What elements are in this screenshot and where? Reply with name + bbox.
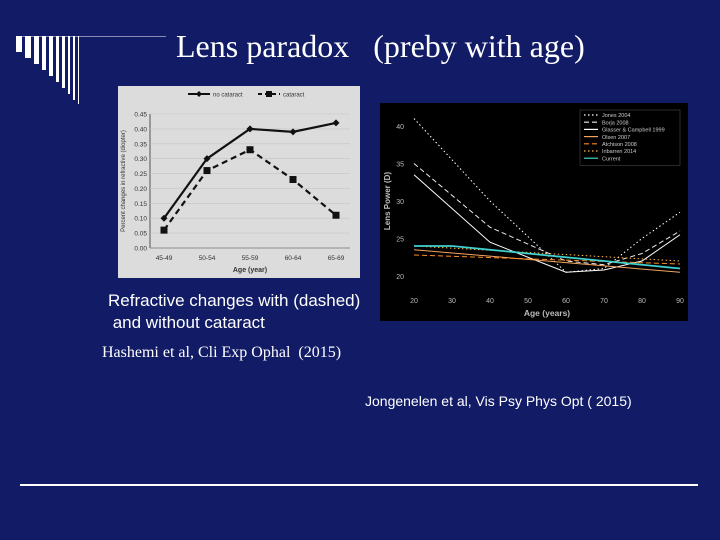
data-point: [289, 128, 297, 136]
legend-label: Iribarren 2014: [602, 149, 636, 155]
legend-label: Glasser & Campbell 1999: [602, 128, 665, 134]
x-tick-label: 60-64: [285, 255, 302, 262]
y-tick-label: 0.25: [134, 171, 147, 178]
x-tick-label: 70: [600, 298, 608, 305]
y-tick-label: 0.00: [134, 246, 147, 253]
y-axis-label: Percent changes in refractive (diopter): [121, 130, 127, 232]
x-tick-label: 80: [638, 298, 646, 305]
data-point: [246, 125, 254, 133]
caption-line-1: Refractive changes with (dashed): [108, 291, 361, 310]
x-tick-label: 60: [562, 298, 570, 305]
data-point: [289, 176, 297, 184]
series-line: [413, 118, 681, 273]
data-point: [332, 211, 340, 219]
legend-label: no cataract: [213, 93, 243, 99]
series-line: [413, 249, 681, 273]
y-tick-label: 20: [396, 274, 404, 281]
legend-label: cataract: [283, 93, 305, 99]
refractive-change-chart: 0.00 0.05 0.10 0.15 0.20 0.25 0.30 0.35 0.40 0.45…: [118, 86, 360, 278]
series-line: [414, 245, 681, 270]
y-tick-label: 0.30: [134, 156, 147, 163]
y-tick-label: 0.05: [134, 231, 147, 238]
data-point: [246, 146, 254, 154]
lens-power-chart: 20 25 30 35 40 20 30 40 50 60 70 80 90 Age (years) Len…: [380, 103, 688, 321]
series-line: [413, 245, 681, 262]
legend-label: Borja 2008: [602, 120, 629, 126]
y-tick-label: 0.35: [134, 141, 147, 148]
y-tick-label: 0.15: [134, 201, 147, 208]
legend-marker: [266, 91, 272, 97]
series-line: [163, 121, 337, 219]
x-axis-label: Age (years): [524, 308, 570, 318]
x-tick-label: 90: [676, 298, 684, 305]
legend-label: Jones 2004: [602, 113, 630, 119]
data-point: [203, 167, 211, 175]
chart-caption: Refractive changes with (dashed) and wit…: [108, 290, 360, 334]
caption-line-2: and without cataract: [108, 313, 265, 332]
x-axis-label: Age (year): [233, 267, 267, 274]
x-tick-label: 30: [448, 298, 456, 305]
y-tick-label: 30: [396, 199, 404, 206]
legend-label: Atchison 2008: [602, 142, 637, 148]
legend-box: [579, 109, 681, 166]
y-tick-label: 0.10: [134, 216, 147, 223]
citation-jongenelen: Jongenelen et al, Vis Psy Phys Opt ( 201…: [365, 393, 632, 409]
legend-label: Olsen 2007: [602, 135, 630, 141]
x-tick-label: 55-59: [242, 255, 259, 262]
y-tick-label: 35: [396, 162, 404, 169]
series-line: [413, 163, 681, 266]
series-line: [413, 174, 681, 273]
slide-title: Lens paradox (preby with age): [176, 28, 585, 64]
y-tick-label: 0.40: [134, 126, 147, 133]
y-axis-label: Lens Power (D): [383, 172, 392, 231]
data-point: [160, 226, 168, 234]
y-tick-label: 40: [396, 124, 404, 131]
data-point: [203, 155, 211, 163]
decorative-bars-icon: [16, 36, 166, 104]
y-tick-label: 0.45: [134, 112, 147, 119]
data-point: [160, 214, 168, 222]
citation-hashemi: Hashemi et al, Cli Exp Ophal (2015): [102, 344, 342, 361]
y-tick-label: 0.20: [134, 186, 147, 193]
x-tick-label: 50-54: [199, 255, 216, 262]
divider-rule: [20, 484, 698, 486]
legend-label: Current: [602, 156, 621, 162]
x-tick-label: 50: [524, 298, 532, 305]
x-tick-label: 45-49: [156, 255, 173, 262]
y-tick-label: 25: [396, 237, 404, 244]
x-tick-label: 20: [410, 298, 418, 305]
x-tick-label: 40: [486, 298, 494, 305]
legend-marker: [196, 91, 202, 97]
x-tick-label: 65-69: [328, 255, 345, 262]
series-line: [413, 254, 681, 265]
data-point: [332, 119, 340, 127]
